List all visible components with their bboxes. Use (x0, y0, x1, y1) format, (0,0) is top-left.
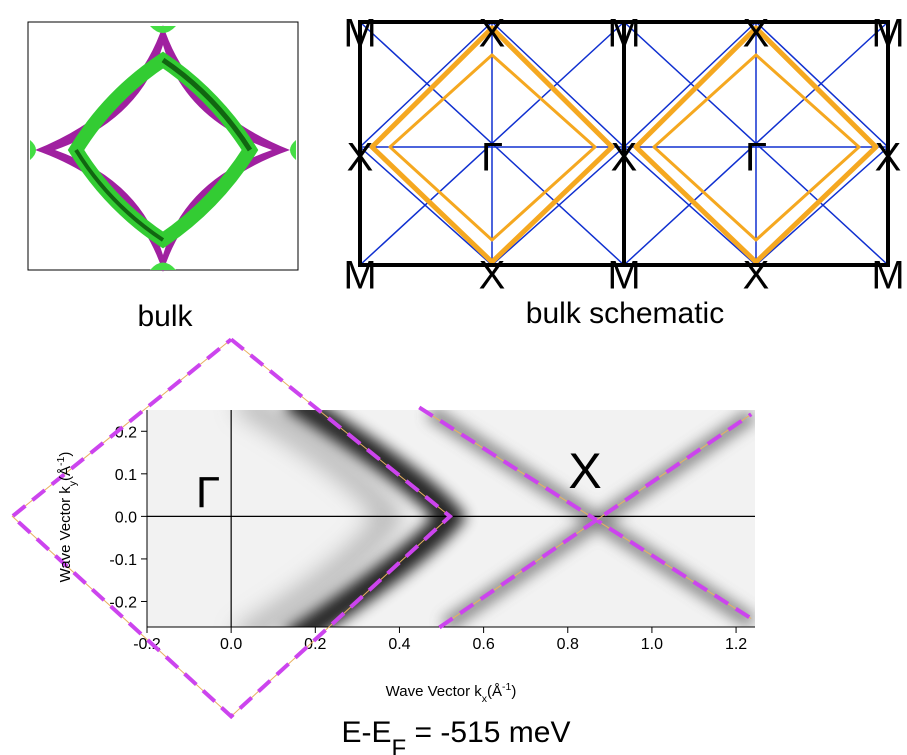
y-axis-label: Wave Vector ky(Å-1) (55, 452, 79, 583)
symmetry-label: M (871, 12, 904, 56)
caption-part: F (392, 735, 407, 755)
y-axis-label-part: Wave Vector k (57, 486, 74, 583)
y-axis-label-part: -1 (55, 456, 67, 465)
y-tick-label: 0.0 (115, 509, 137, 526)
x-tick-label: 0.6 (472, 636, 494, 653)
symmetry-label: X (743, 254, 770, 298)
symmetry-label: M (343, 254, 376, 298)
symmetry-label: X (875, 136, 902, 180)
x-tick-label: 0.8 (557, 636, 579, 653)
x-tick-label: 1.2 (725, 636, 747, 653)
schematic-panel: M X M X M X Γ X Γ X M X M X M bulk schematic (343, 12, 904, 330)
annotation: Γ (196, 468, 220, 517)
symmetry-label: M (871, 254, 904, 298)
x-axis-label-part: ) (511, 683, 516, 700)
panel-label: bulk schematic (526, 297, 724, 330)
symmetry-label: Γ (481, 136, 503, 180)
symmetry-label: X (479, 254, 506, 298)
panel-label: bulk (137, 300, 193, 333)
bulk-panel: bulk (28, 22, 298, 333)
caption: E-EF = -515 meV (342, 716, 571, 755)
y-tick-label: 0.1 (115, 467, 137, 484)
symmetry-label: X (611, 136, 638, 180)
symmetry-label: X (347, 136, 374, 180)
x-axis-label: Wave Vector kx(Å-1) (386, 681, 517, 705)
symmetry-label: X (743, 12, 770, 56)
x-axis-label-part: Wave Vector k (386, 683, 483, 700)
symmetry-label: M (607, 254, 640, 298)
symmetry-label: M (343, 12, 376, 56)
x-tick-label: 1.0 (641, 636, 663, 653)
x-tick-label: 0.0 (220, 636, 242, 653)
figure: bulk MXMXMXΓXΓXMXMXM bulk schematic -0.2… (0, 0, 907, 755)
caption-part: = -515 meV (406, 716, 570, 749)
x-axis-label-part: (Å (487, 683, 502, 700)
symmetry-label: Γ (745, 136, 767, 180)
y-axis-label-part: ) (57, 452, 74, 457)
y-axis-label-part: (Å (57, 466, 74, 481)
x-axis-label-part: -1 (502, 681, 511, 693)
caption-part: E-E (342, 716, 392, 749)
symmetry-label: X (479, 12, 506, 56)
y-tick-label: -0.1 (109, 552, 137, 569)
x-tick-label: 0.4 (388, 636, 410, 653)
symmetry-label: M (607, 12, 640, 56)
annotation: X (568, 443, 601, 499)
